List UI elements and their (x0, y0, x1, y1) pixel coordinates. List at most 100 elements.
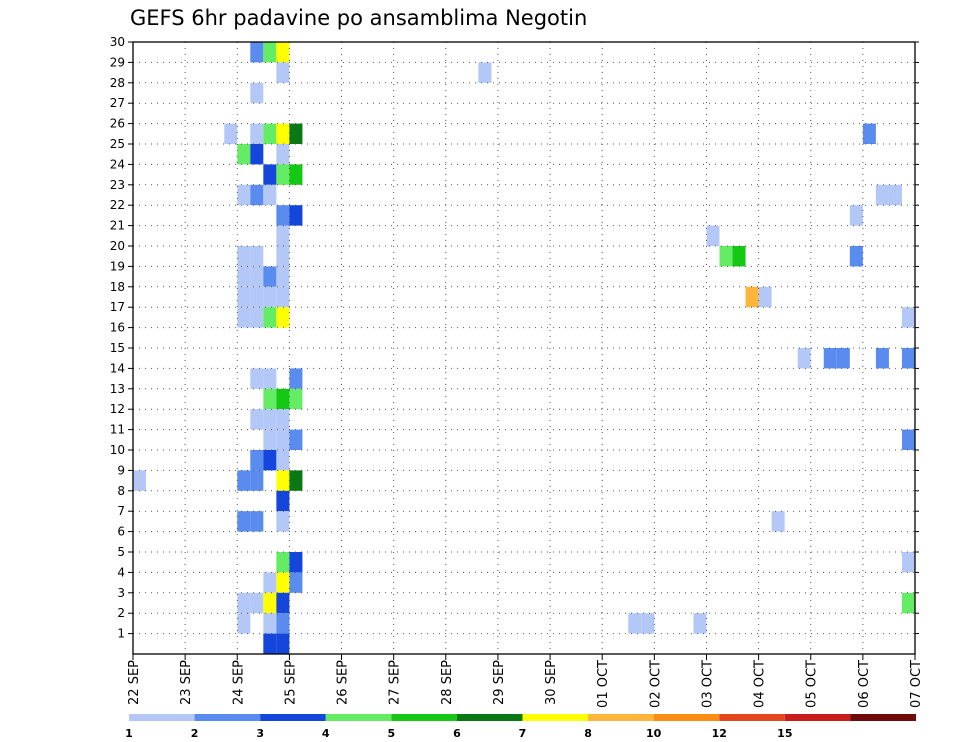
colorbar-swatch (194, 714, 261, 721)
y-tick-label: 21 (110, 219, 125, 233)
heatmap-cell (276, 164, 290, 185)
heatmap-cell (289, 572, 303, 593)
heatmap-cell (862, 123, 876, 144)
heatmap-cell (836, 348, 850, 369)
y-tick-label: 29 (110, 55, 125, 69)
x-tick-label: 28 SEP (440, 660, 455, 705)
y-tick-label: 6 (117, 525, 125, 539)
heatmap-cell (250, 470, 264, 491)
heatmap-cell (289, 205, 303, 226)
y-tick-label: 12 (110, 402, 125, 416)
y-tick-label: 11 (110, 423, 125, 437)
colorbar-label: 10 (646, 727, 662, 740)
y-tick-label: 27 (110, 96, 125, 110)
colorbar-label: 3 (256, 727, 264, 740)
chart-title: GEFS 6hr padavine po ansamblima Negotin (130, 6, 588, 30)
heatmap-cell (250, 42, 264, 63)
heatmap-cell (289, 368, 303, 389)
heatmap-cell (901, 592, 915, 614)
colorbar-swatch (456, 714, 523, 721)
heatmap-cell (276, 205, 290, 226)
heatmap-cell (276, 307, 290, 328)
heatmap-cell (237, 511, 251, 532)
x-tick-label: 03 OCT (700, 660, 715, 708)
heatmap-cell (289, 388, 303, 410)
heatmap-cell (276, 429, 290, 450)
heatmap-cell (250, 511, 264, 532)
heatmap-cell (263, 307, 277, 328)
heatmap-cell (224, 123, 238, 144)
heatmap-cell (237, 144, 251, 165)
heatmap-cell (263, 164, 277, 185)
heatmap-cell (237, 307, 251, 328)
heatmap-cell (250, 82, 264, 104)
heatmap-cell (237, 470, 251, 491)
y-tick-label: 9 (117, 463, 125, 477)
heatmap-cell (732, 246, 746, 267)
colorbar-label: 1 (125, 727, 133, 740)
heatmap-cell (263, 429, 277, 450)
y-tick-label: 26 (110, 117, 125, 131)
colorbar-swatch (588, 714, 654, 721)
heatmap-cell (849, 246, 863, 267)
heatmap-cell (641, 613, 655, 634)
heatmap-cell (263, 266, 277, 287)
colorbar-swatch (391, 714, 457, 721)
colorbar-label: 5 (388, 727, 396, 740)
heatmap-cell (745, 286, 759, 308)
x-tick-label: 30 SEP (544, 660, 559, 705)
y-tick-label: 2 (117, 606, 125, 620)
heatmap-cell (758, 286, 772, 308)
heatmap-cell (250, 144, 264, 165)
y-tick-label: 19 (110, 259, 125, 273)
y-tick-label: 15 (110, 341, 125, 355)
x-tick-label: 24 SEP (231, 660, 246, 705)
heatmap-cell (276, 633, 290, 654)
heatmap-cell (289, 429, 303, 450)
x-tick-label: 26 SEP (336, 660, 351, 705)
colorbar-swatch (129, 714, 195, 721)
y-axis-ticks: 1234567891011121314151617181920212223242… (110, 35, 919, 641)
colorbar-swatch (784, 714, 851, 721)
heatmap-cell (263, 388, 277, 410)
y-tick-label: 14 (110, 361, 125, 375)
x-tick-label: 06 OCT (857, 660, 872, 708)
heatmap-cell (289, 123, 303, 144)
heatmap-cell (250, 123, 264, 144)
heatmap-cell (276, 225, 290, 246)
colorbar-label: 12 (712, 727, 727, 740)
colorbar-swatch (260, 714, 326, 721)
colorbar-label: 7 (519, 727, 527, 740)
heatmap-cell (875, 184, 889, 206)
heatmap-cell (628, 613, 642, 634)
y-tick-label: 10 (110, 443, 125, 457)
heatmap-cells (133, 42, 915, 654)
colorbar: 1 2 3 4 5 6 7 8 10 12 15 (125, 714, 916, 740)
heatmap-cell (276, 613, 290, 634)
heatmap-cell (263, 450, 277, 471)
colorbar-swatch (719, 714, 785, 721)
heatmap-cell (237, 246, 251, 267)
x-tick-label: 04 OCT (753, 660, 768, 708)
colorbar-label: 8 (584, 727, 592, 740)
heatmap-cell (263, 633, 277, 654)
y-tick-label: 4 (117, 565, 125, 579)
heatmap-cell (250, 368, 264, 389)
heatmap-cell (276, 592, 290, 614)
colorbar-label: 15 (777, 727, 792, 740)
heatmap-cell (901, 429, 915, 450)
heatmap-cell (250, 450, 264, 471)
heatmap-cell (263, 572, 277, 593)
heatmap-cell (263, 184, 277, 206)
heatmap-cell (289, 164, 303, 185)
heatmap-cell (276, 552, 290, 573)
y-tick-label: 25 (110, 137, 125, 151)
heatmap-cell (276, 470, 290, 491)
heatmap-cell (276, 450, 290, 471)
heatmap-cell (276, 388, 290, 410)
heatmap-cell (263, 286, 277, 308)
heatmap-cell (823, 348, 837, 369)
heatmap-cell (263, 592, 277, 614)
colorbar-swatch (522, 714, 589, 721)
